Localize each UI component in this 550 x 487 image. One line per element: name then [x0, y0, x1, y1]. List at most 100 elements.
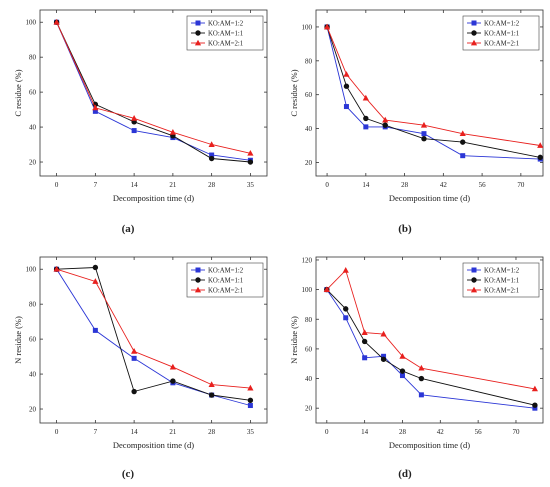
data-point: [382, 116, 389, 123]
legend-marker: [470, 39, 478, 46]
data-point: [361, 338, 368, 345]
panel-caption: (a): [122, 223, 135, 235]
x-axis-title: Decomposition time (d): [113, 440, 194, 450]
data-point: [208, 392, 215, 398]
y-tick-label: 100: [26, 266, 37, 274]
series-line: [326, 289, 536, 406]
y-tick-label: 20: [305, 159, 313, 167]
x-tick-label: 70: [517, 181, 525, 189]
data-point: [53, 18, 60, 25]
data-point: [92, 108, 98, 114]
data-point: [131, 128, 137, 134]
data-point: [208, 141, 215, 147]
legend-label: KO:AM=1:1: [484, 31, 519, 38]
plot-frame: [39, 256, 268, 424]
series-2: [323, 23, 544, 148]
y-axis-title: C residue (%): [13, 69, 23, 116]
data-point: [169, 129, 176, 135]
x-tick-label: 28: [401, 181, 409, 189]
legend-marker: [195, 267, 201, 273]
data-point: [131, 388, 137, 395]
series-line: [326, 289, 535, 409]
panel-caption: (d): [398, 468, 412, 480]
x-tick-label: 7: [94, 181, 98, 189]
y-tick-label: 120: [302, 256, 313, 264]
plot-frame: [315, 256, 544, 424]
x-axis-title: Decomposition time (d): [389, 193, 470, 203]
y-tick-label: 60: [29, 89, 37, 97]
legend-label: KO:AM=2:1: [208, 288, 243, 295]
y-tick-label: 40: [305, 125, 313, 133]
legend-label: KO:AM=1:2: [484, 268, 520, 275]
legend-marker: [195, 20, 201, 26]
legend-marker: [470, 286, 478, 293]
legend-marker: [195, 277, 201, 283]
legend-marker: [471, 267, 477, 273]
chart-panel-b: 0 14 28 42 56 70 20 40 60 80 100 Decomposition time…: [289, 9, 544, 235]
data-point: [421, 131, 427, 137]
y-tick-label: 40: [305, 375, 313, 383]
y-axis-title: C residue (%): [289, 69, 299, 116]
data-point: [323, 286, 330, 293]
x-tick-label: 0: [55, 181, 59, 189]
legend-label: KO:AM=2:1: [208, 41, 243, 48]
chart-panel-a: 0 7 14 21 28 35 20 40 60 80 100 Decomposition time …: [13, 9, 268, 235]
y-tick-label: 40: [29, 371, 37, 379]
data-point: [92, 278, 99, 284]
plot-frame: [315, 9, 544, 177]
data-point: [247, 384, 254, 391]
data-point: [170, 378, 176, 384]
y-tick-label: 100: [26, 19, 37, 27]
data-point: [247, 159, 254, 165]
data-point: [343, 104, 349, 110]
y-tick-label: 80: [29, 54, 37, 62]
data-point: [343, 83, 350, 89]
x-tick-label: 0: [325, 428, 329, 436]
x-tick-label: 21: [169, 428, 177, 436]
y-tick-label: 80: [29, 301, 37, 309]
x-tick-label: 7: [94, 428, 98, 436]
legend-label: KO:AM=1:1: [208, 31, 243, 38]
legend-marker: [471, 277, 477, 283]
legend-marker: [471, 30, 477, 36]
data-point: [323, 23, 331, 30]
data-point: [460, 139, 466, 145]
y-tick-label: 80: [305, 316, 313, 324]
data-point: [382, 122, 388, 128]
data-point: [361, 329, 368, 335]
y-tick-label: 60: [305, 91, 313, 99]
data-point: [532, 402, 538, 408]
y-tick-label: 100: [302, 286, 313, 294]
series-line: [56, 22, 251, 154]
x-tick-label: 35: [247, 428, 255, 436]
x-tick-label: 56: [479, 181, 487, 189]
legend-label: KO:AM=2:1: [484, 41, 519, 48]
data-point: [342, 267, 349, 273]
legend-label: KO:AM=1:1: [208, 278, 243, 285]
y-axis-title: N residue (%): [13, 316, 23, 364]
x-tick-label: 14: [362, 181, 370, 189]
y-tick-label: 60: [305, 345, 313, 353]
data-point: [363, 124, 369, 130]
legend: KO:AM=1:2 KO:AM=1:1 KO:AM=2:1: [462, 15, 540, 51]
legend-label: KO:AM=2:1: [484, 288, 519, 295]
data-point: [92, 327, 98, 333]
x-tick-label: 14: [131, 428, 139, 436]
x-tick-label: 35: [247, 181, 255, 189]
legend: KO:AM=1:2 KO:AM=1:1 KO:AM=2:1: [186, 15, 264, 51]
x-tick-label: 28: [208, 428, 216, 436]
x-tick-label: 0: [55, 428, 59, 436]
data-point: [418, 364, 425, 371]
y-tick-label: 20: [29, 159, 37, 167]
data-point: [537, 154, 543, 161]
series-2: [53, 18, 254, 156]
data-point: [399, 368, 406, 374]
x-tick-label: 28: [208, 181, 216, 189]
y-tick-label: 40: [29, 124, 37, 132]
legend-marker: [471, 20, 477, 26]
data-point: [399, 373, 405, 379]
data-point: [131, 355, 137, 361]
legend-label: KO:AM=1:1: [484, 278, 519, 285]
x-tick-label: 21: [169, 181, 177, 189]
series-2: [53, 265, 254, 391]
